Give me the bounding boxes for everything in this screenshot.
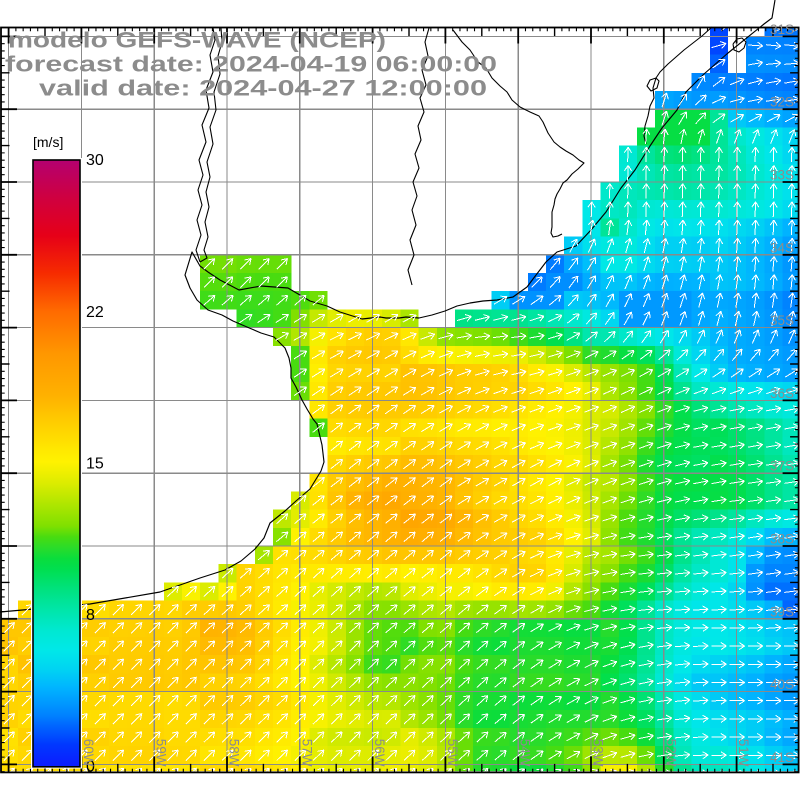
svg-text:37S: 37S bbox=[770, 459, 794, 474]
svg-text:38S: 38S bbox=[770, 532, 794, 547]
svg-text:valid date: 2024-04-27 12:00:0: valid date: 2024-04-27 12:00:00 bbox=[39, 76, 487, 101]
svg-text:56W: 56W bbox=[372, 739, 387, 767]
svg-text:31S: 31S bbox=[770, 22, 794, 37]
svg-text:39S: 39S bbox=[770, 604, 794, 619]
svg-text:36S: 36S bbox=[770, 386, 794, 401]
svg-text:52W: 52W bbox=[663, 739, 678, 767]
svg-text:33S: 33S bbox=[770, 168, 794, 183]
svg-text:30: 30 bbox=[86, 152, 104, 169]
svg-text:59W: 59W bbox=[154, 739, 169, 767]
svg-text:modelo GEFS-WAVE (NCEP): modelo GEFS-WAVE (NCEP) bbox=[8, 28, 386, 53]
svg-text:55W: 55W bbox=[445, 739, 460, 767]
svg-text:54W: 54W bbox=[518, 739, 533, 767]
svg-text:22: 22 bbox=[86, 304, 104, 321]
svg-text:[m/s]: [m/s] bbox=[33, 134, 63, 150]
svg-text:0: 0 bbox=[86, 759, 95, 776]
svg-text:51W: 51W bbox=[736, 739, 751, 767]
svg-text:forecast date: 2024-04-19 06:0: forecast date: 2024-04-19 06:00:00 bbox=[5, 52, 497, 77]
svg-text:40S: 40S bbox=[770, 677, 794, 692]
svg-text:8: 8 bbox=[86, 607, 95, 624]
svg-text:57W: 57W bbox=[299, 739, 314, 767]
svg-text:34S: 34S bbox=[770, 240, 794, 255]
svg-text:60W: 60W bbox=[81, 739, 96, 767]
svg-text:53W: 53W bbox=[591, 739, 606, 767]
svg-text:32S: 32S bbox=[770, 95, 794, 110]
svg-text:15: 15 bbox=[86, 456, 104, 473]
svg-text:41S: 41S bbox=[770, 750, 794, 765]
svg-text:35S: 35S bbox=[770, 313, 794, 328]
svg-text:58W: 58W bbox=[227, 739, 242, 767]
